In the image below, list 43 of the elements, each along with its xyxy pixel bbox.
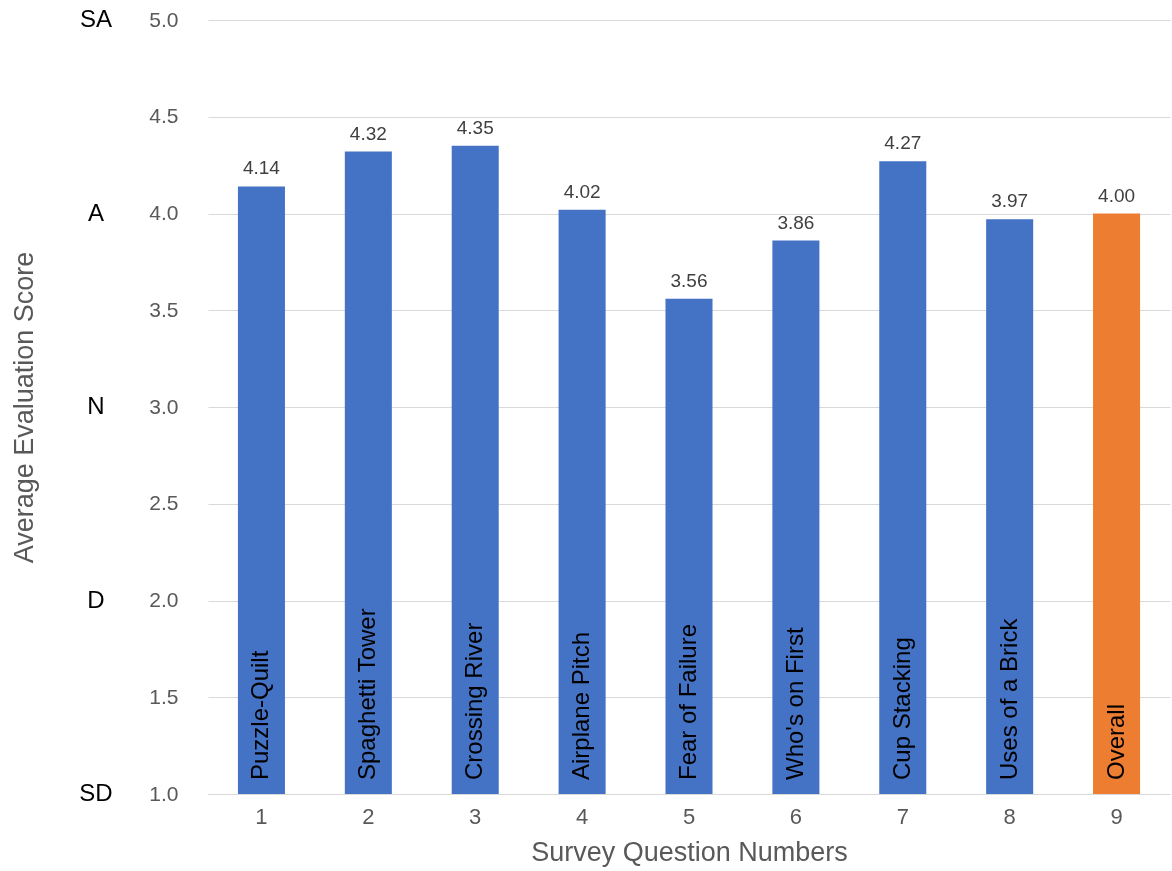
y-tick-label: 1.5	[149, 684, 179, 708]
y-tick-label: 2.5	[149, 491, 179, 515]
x-tick-label: 3	[469, 803, 482, 829]
x-tick-label: 2	[362, 803, 375, 829]
annotation: Uses of a Brick	[994, 617, 1022, 780]
text: SD	[79, 779, 113, 806]
data-label: 3.97	[991, 190, 1029, 212]
annotation: Puzzle-Quilt	[246, 650, 274, 780]
y-axis-title: Average Evaluation Score	[9, 251, 40, 564]
annotation: Fear of Failure	[674, 623, 701, 780]
text: N	[87, 392, 105, 419]
x-tick-label: 6	[789, 803, 803, 829]
y-tick-label: 1.0	[149, 781, 179, 805]
x-tick-label: 5	[682, 803, 696, 829]
data-label: 3.86	[777, 211, 815, 233]
data-label: 4.14	[242, 157, 281, 179]
y-tick-label: 2.0	[149, 588, 179, 611]
y-tick-label: 4.5	[149, 104, 179, 128]
text: SA	[79, 5, 113, 32]
annotation: Who's on First	[780, 627, 808, 780]
y-tick-label: 4.0	[149, 201, 179, 224]
data-label: 4.27	[884, 132, 922, 154]
x-tick-label: 7	[896, 803, 909, 829]
data-label: 4.35	[456, 116, 494, 138]
x-tick-label: 1	[255, 803, 268, 829]
data-label: 4.00	[1098, 184, 1136, 206]
annotation: Airplane Pitch	[567, 631, 595, 780]
data-label: 3.56	[670, 269, 708, 291]
data-label: 4.32	[349, 122, 387, 144]
y-tick-label: 3.0	[149, 394, 179, 418]
annotation: Spaghetti Tower	[353, 608, 381, 780]
annotation: Overall	[1101, 703, 1129, 780]
text: A	[87, 198, 105, 226]
text: D	[87, 585, 105, 613]
y-tick-label: 3.5	[149, 297, 179, 321]
annotation: Cup Stacking	[887, 637, 915, 780]
annotation: Crossing River	[460, 622, 488, 780]
x-tick-label: 8	[1003, 803, 1016, 829]
y-tick-label: 5.0	[149, 7, 179, 31]
x-tick-label: 4	[575, 803, 589, 829]
data-label: 4.02	[563, 180, 601, 202]
x-axis-title: Survey Question Numbers	[531, 836, 848, 867]
x-tick-label: 9	[1110, 803, 1123, 829]
